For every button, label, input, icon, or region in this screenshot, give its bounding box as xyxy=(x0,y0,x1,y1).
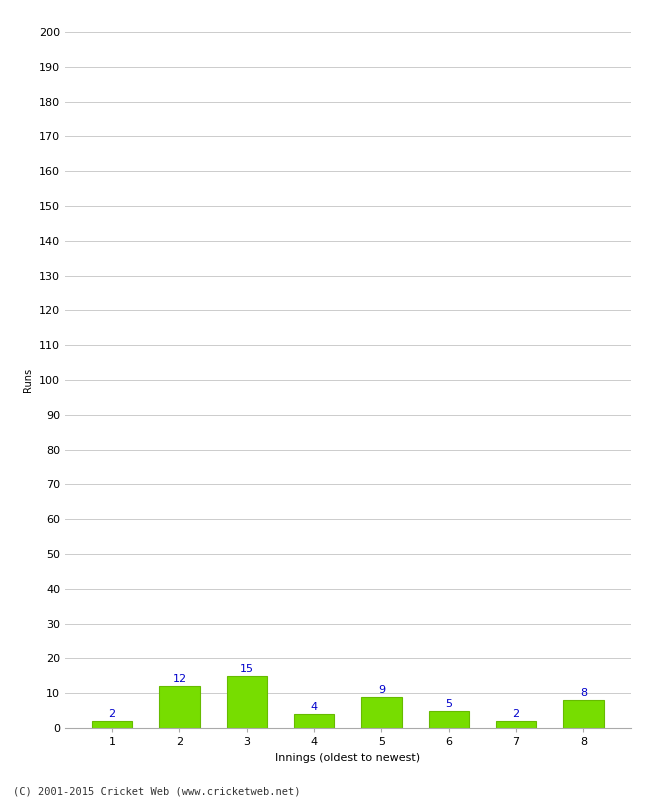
Text: 9: 9 xyxy=(378,685,385,695)
Text: 4: 4 xyxy=(311,702,318,712)
Text: (C) 2001-2015 Cricket Web (www.cricketweb.net): (C) 2001-2015 Cricket Web (www.cricketwe… xyxy=(13,786,300,796)
Bar xyxy=(563,700,604,728)
Text: 2: 2 xyxy=(109,710,116,719)
Text: 2: 2 xyxy=(512,710,519,719)
Bar xyxy=(227,676,267,728)
Text: 8: 8 xyxy=(580,689,587,698)
Bar xyxy=(496,721,536,728)
Text: 15: 15 xyxy=(240,664,254,674)
Y-axis label: Runs: Runs xyxy=(23,368,33,392)
Bar xyxy=(92,721,133,728)
Text: 5: 5 xyxy=(445,699,452,709)
Text: 12: 12 xyxy=(172,674,187,685)
X-axis label: Innings (oldest to newest): Innings (oldest to newest) xyxy=(275,753,421,762)
Bar xyxy=(159,686,200,728)
Bar xyxy=(361,697,402,728)
Bar xyxy=(428,710,469,728)
Bar xyxy=(294,714,334,728)
